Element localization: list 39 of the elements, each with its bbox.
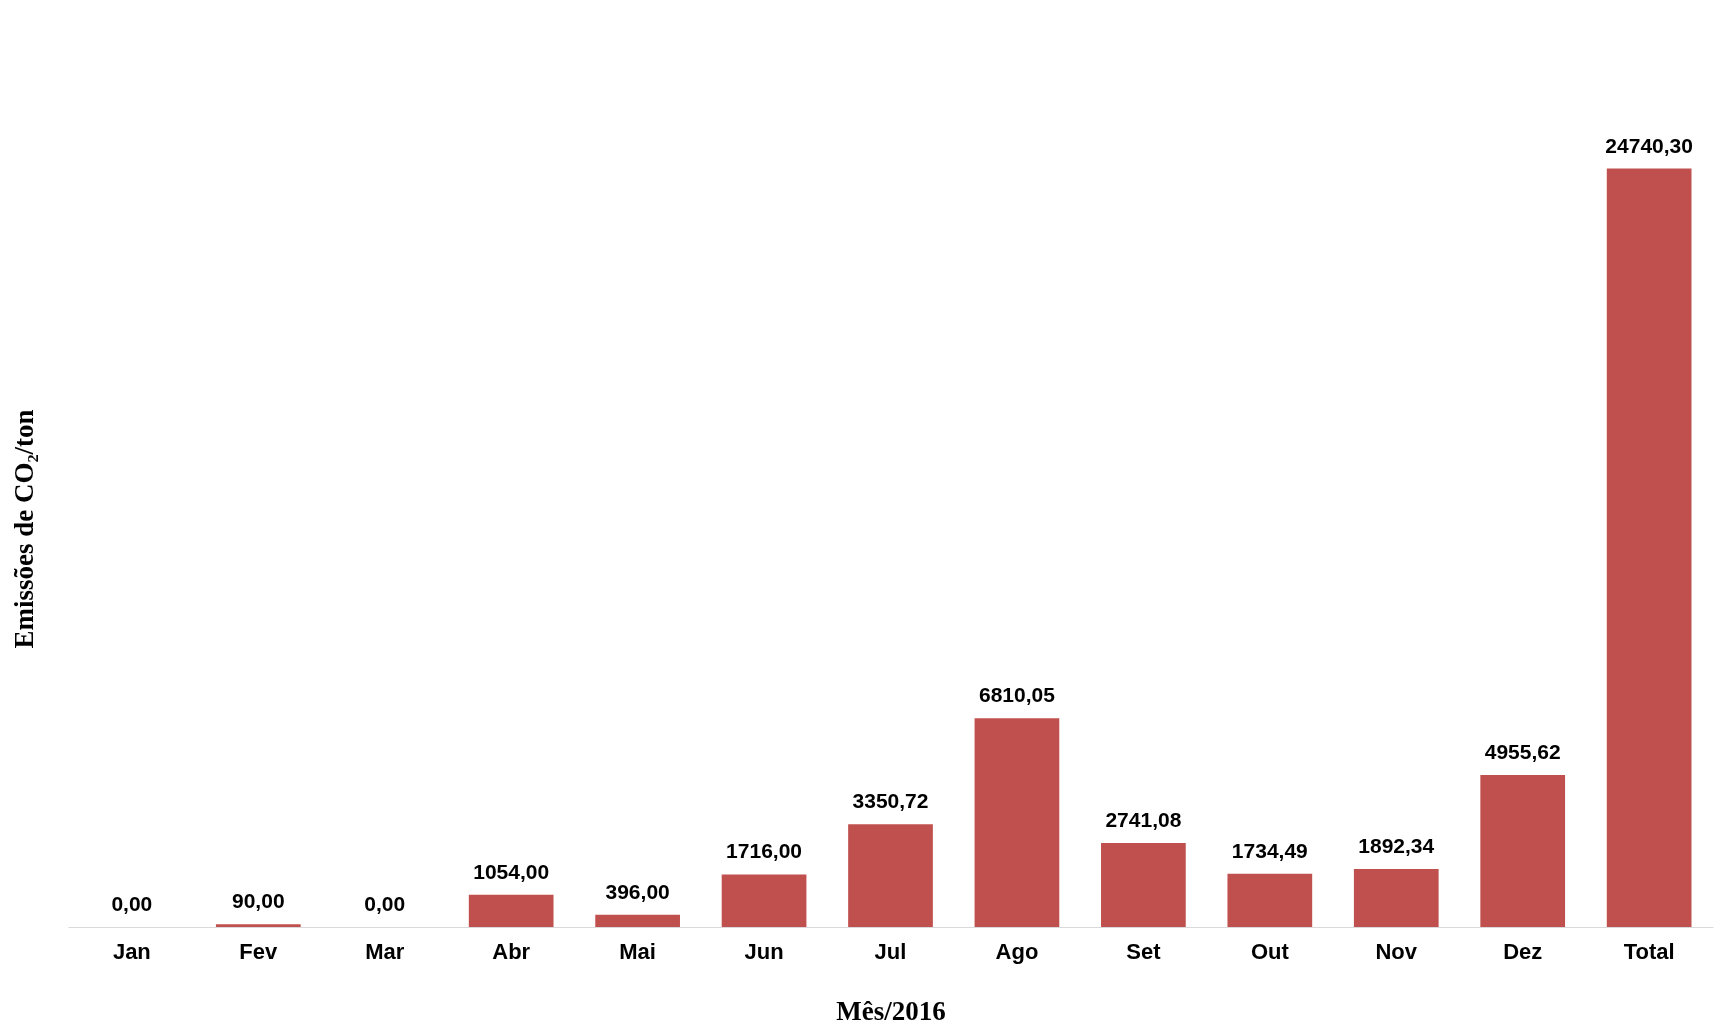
x-axis-title: Mês/2016 [836, 995, 946, 1026]
data-label: 0,00 [364, 892, 406, 915]
data-label: 396,00 [605, 879, 670, 903]
x-tick-label: Jan [112, 938, 151, 964]
x-tick-label: Total [1623, 938, 1675, 964]
data-label: 1716,00 [726, 839, 803, 863]
data-label: 0,00 [111, 892, 153, 915]
data-label: 1734,49 [1231, 838, 1308, 862]
x-tick-label: Jul [874, 938, 907, 964]
bar [595, 914, 680, 927]
data-label: 1054,00 [473, 859, 550, 883]
bar [1227, 873, 1313, 927]
x-tick-label: Out [1250, 938, 1290, 964]
x-tick-label: Fev [239, 938, 279, 964]
y-axis-title: Emissões de CO₂/ton [8, 409, 39, 649]
bar [468, 894, 554, 927]
x-tick-label: Nov [1375, 938, 1418, 964]
bar [215, 924, 301, 927]
x-tick-label: Ago [995, 938, 1039, 964]
bar [974, 718, 1060, 927]
bar [1353, 868, 1439, 927]
data-label: 24740,30 [1605, 133, 1693, 157]
x-tick-label: Jun [744, 938, 784, 964]
data-label: 1892,34 [1358, 833, 1435, 857]
data-label: 3350,72 [852, 789, 929, 813]
x-tick-label: Mai [619, 938, 656, 964]
bar [721, 874, 807, 927]
x-tick-label: Set [1126, 938, 1162, 964]
x-tick-label: Dez [1503, 938, 1543, 964]
bar [1606, 168, 1692, 927]
data-label: 90,00 [232, 889, 285, 913]
bar [848, 824, 933, 927]
bar [1480, 775, 1566, 927]
data-label: 4955,62 [1484, 740, 1561, 764]
bar [1101, 842, 1186, 927]
x-tick-label: Mar [365, 938, 405, 964]
data-label: 6810,05 [978, 683, 1056, 707]
x-tick-label: Abr [492, 938, 531, 964]
data-label: 2741,08 [1105, 807, 1182, 831]
